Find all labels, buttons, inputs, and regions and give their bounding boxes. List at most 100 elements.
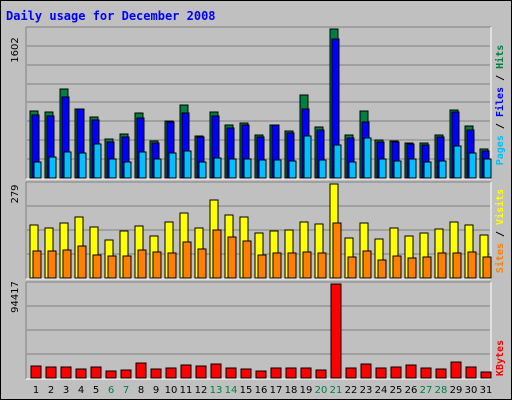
pages-bar <box>138 151 147 179</box>
x-day-label: 11 <box>180 385 193 396</box>
pages-bar <box>228 158 237 179</box>
sites-bar <box>422 256 432 279</box>
pages-bar <box>243 158 252 179</box>
pages-bar <box>168 152 177 179</box>
x-day-label: 20 <box>315 385 328 396</box>
legend-pages: Pages <box>495 135 506 165</box>
x-day-label: 21 <box>330 385 343 396</box>
pages-bar <box>483 158 492 179</box>
x-day-label: 12 <box>195 385 208 396</box>
chart-title: Daily usage for December 2008 <box>6 9 216 23</box>
x-day-label: 24 <box>375 385 388 396</box>
kbytes-bar <box>360 363 372 379</box>
kbytes-bar <box>165 367 177 379</box>
kbytes-bar <box>405 364 417 379</box>
pages-bar <box>93 143 102 179</box>
kbytes-bar <box>345 367 357 379</box>
x-day-label: 13 <box>210 385 223 396</box>
kbytes-bar <box>60 366 72 379</box>
kbytes-bar <box>180 364 192 379</box>
pages-bar <box>453 145 462 179</box>
pages-bar <box>33 161 42 179</box>
kbytes-bar <box>90 366 102 379</box>
pages-bar <box>363 137 372 179</box>
sites-bar <box>287 252 297 279</box>
pages-bar <box>348 161 357 179</box>
sites-bar <box>77 245 87 279</box>
sites-bar <box>227 236 237 279</box>
x-day-label: 19 <box>300 385 313 396</box>
pages-bar <box>63 151 72 179</box>
sites-bar <box>347 256 357 279</box>
legend-slash-3: / <box>495 231 506 237</box>
pages-bar <box>408 158 417 179</box>
x-day-label: 26 <box>405 385 418 396</box>
sites-bar <box>62 249 72 279</box>
kbytes-bar <box>465 366 477 379</box>
sites-bar <box>167 252 177 279</box>
sites-bar <box>332 222 342 279</box>
sites-bar <box>212 229 222 279</box>
x-day-label: 31 <box>480 385 493 396</box>
kbytes-bar <box>225 367 237 379</box>
sites-bar <box>32 250 42 279</box>
pages-bar <box>438 160 447 179</box>
pages-bar <box>48 156 57 179</box>
x-day-label: 5 <box>93 385 99 396</box>
legend-panel1: Pages / Files / Hits <box>494 45 506 166</box>
pages-bar <box>378 158 387 179</box>
panel3-max-label: 94417 <box>10 281 21 313</box>
pages-bar <box>183 150 192 179</box>
kbytes-bar <box>210 363 222 379</box>
legend-panel2: Sites / Visits <box>494 189 506 273</box>
pages-bar <box>78 152 87 179</box>
kbytes-bar <box>435 368 447 379</box>
legend-files: Files <box>494 87 506 117</box>
kbytes-bar <box>450 361 462 379</box>
kbytes-bar <box>285 367 297 379</box>
x-day-label: 22 <box>345 385 358 396</box>
pages-bar <box>303 135 312 179</box>
legend-hits: Hits <box>494 45 506 69</box>
pages-bar <box>468 152 477 179</box>
kbytes-bar <box>150 368 162 379</box>
x-day-label: 28 <box>435 385 448 396</box>
kbytes-bar <box>315 369 327 379</box>
legend-kbytes: KBytes <box>495 340 506 376</box>
kbytes-bar <box>120 369 132 379</box>
pages-bar <box>333 144 342 179</box>
x-day-label: 30 <box>465 385 478 396</box>
pages-bar <box>198 161 207 179</box>
pages-bar <box>318 159 327 179</box>
kbytes-bar <box>270 367 282 379</box>
sites-bar <box>377 259 387 279</box>
sites-bar <box>122 255 132 279</box>
kbytes-bar <box>300 367 312 379</box>
sites-bar <box>362 250 372 279</box>
sites-bar <box>47 250 57 279</box>
x-day-label: 17 <box>270 385 283 396</box>
x-day-label: 27 <box>420 385 433 396</box>
x-day-label: 15 <box>240 385 253 396</box>
x-day-label: 9 <box>153 385 159 396</box>
x-day-label: 1 <box>33 385 39 396</box>
legend-sites: Sites <box>494 243 506 273</box>
x-day-label: 6 <box>108 385 114 396</box>
sites-bar <box>317 252 327 279</box>
panel2-max-label: 279 <box>10 184 21 203</box>
kbytes-bar <box>45 366 57 379</box>
kbytes-bar <box>480 371 492 379</box>
legend-slash-2: / <box>495 75 506 81</box>
pages-bar <box>423 161 432 179</box>
x-day-label: 14 <box>225 385 238 396</box>
sites-bar <box>272 252 282 279</box>
x-day-label: 29 <box>450 385 463 396</box>
sites-bar <box>137 249 147 279</box>
sites-bar <box>482 256 492 279</box>
sites-bar <box>182 241 192 279</box>
x-day-label: 2 <box>48 385 54 396</box>
kbytes-bar <box>390 366 402 379</box>
pages-bar <box>273 159 282 179</box>
x-day-label: 10 <box>165 385 178 396</box>
pages-bar <box>393 160 402 179</box>
